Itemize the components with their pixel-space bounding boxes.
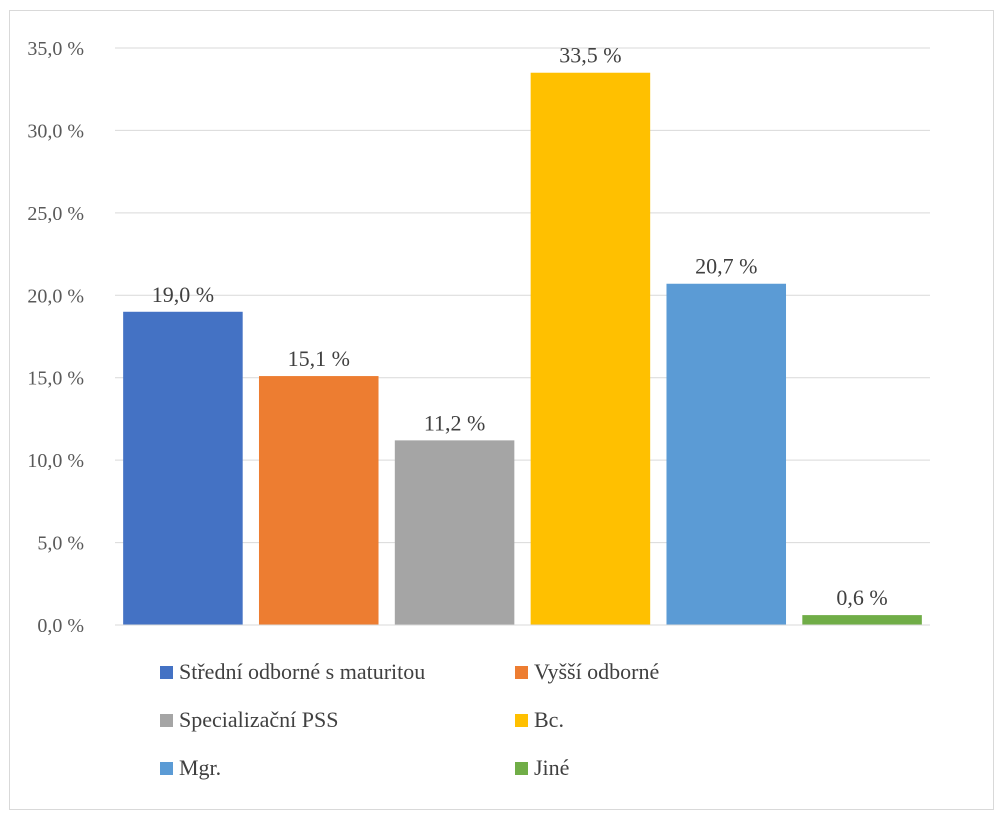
bar (530, 72, 651, 625)
legend: Střední odborné s maturitou Vyšší odborn… (160, 655, 780, 785)
legend-swatch (515, 665, 528, 679)
data-label: 0,6 % (836, 585, 887, 610)
legend-label: Specializační PSS (179, 707, 339, 732)
bar (123, 311, 243, 625)
data-label: 20,7 % (695, 254, 757, 279)
legend-label: Střední odborné s maturitou (179, 659, 426, 684)
legend-label: Mgr. (179, 755, 222, 780)
legend-swatch (160, 713, 173, 727)
gridlines (115, 47, 930, 544)
bar (666, 283, 787, 625)
y-tick-label: 35,0 % (27, 38, 84, 60)
legend-swatch (515, 713, 528, 727)
legend-swatch (515, 761, 528, 775)
legend-item: Bc. (515, 703, 780, 737)
legend-item: Střední odborné s maturitou (160, 655, 515, 689)
legend-swatch (160, 665, 173, 679)
y-tick-label: 5,0 % (37, 533, 84, 555)
legend-item: Jiné (515, 751, 780, 785)
legend-label: Bc. (534, 707, 564, 732)
y-tick-label: 15,0 % (27, 368, 84, 390)
legend-item: Mgr. (160, 751, 515, 785)
data-label: 11,2 % (424, 410, 486, 435)
legend-label: Jiné (534, 755, 570, 780)
data-label: 19,0 % (152, 282, 214, 307)
y-tick-label: 30,0 % (27, 120, 84, 142)
y-tick-label: 0,0 % (37, 615, 84, 637)
legend-swatch (160, 761, 173, 775)
bars (123, 72, 922, 625)
y-axis-ticks: 0,0 % 5,0 % 10,0 % 15,0 % 20,0 % 25,0 % 30,0 %… (27, 38, 84, 637)
y-tick-label: 20,0 % (27, 285, 84, 307)
data-labels: 19,0 % 15,1 % 11,2 % 33,5 % 20,7 % 0,6 % (152, 43, 888, 610)
y-tick-label: 10,0 % (27, 450, 84, 472)
bar (394, 440, 515, 625)
data-label: 33,5 % (559, 43, 621, 68)
bar (258, 376, 379, 625)
legend-label: Vyšší odborné (534, 659, 660, 684)
legend-item: Specializační PSS (160, 703, 515, 737)
y-tick-label: 25,0 % (27, 203, 84, 225)
legend-item: Vyšší odborné (515, 655, 780, 689)
bar (802, 615, 922, 625)
data-label: 15,1 % (288, 346, 350, 371)
